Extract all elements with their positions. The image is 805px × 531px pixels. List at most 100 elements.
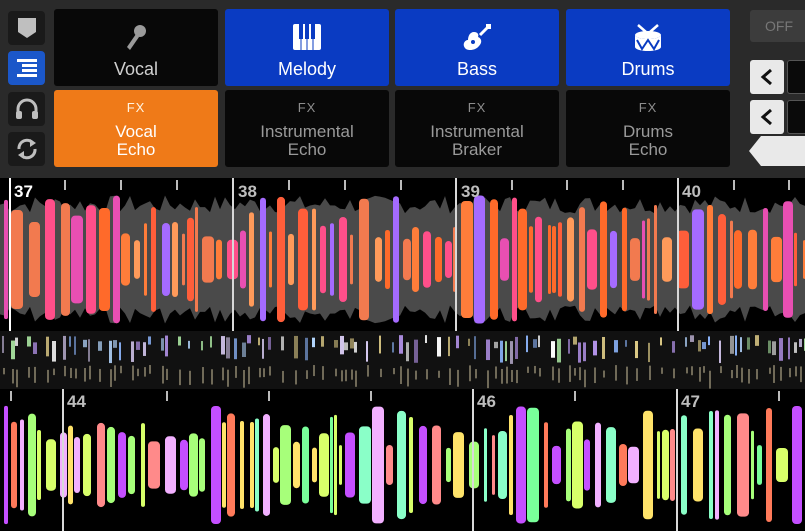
waveform-transient	[113, 195, 120, 324]
stem-drums-button[interactable]: Drums	[566, 9, 730, 86]
overview-marker	[33, 342, 37, 354]
waveform-transient	[121, 233, 130, 286]
waveform-transient	[587, 229, 597, 290]
overview-marker	[691, 366, 693, 376]
overview-marker	[34, 366, 36, 383]
chevron-left-icon	[760, 68, 772, 86]
waveform-transient	[118, 432, 126, 498]
stem-vocal-button[interactable]: Vocal	[54, 9, 218, 86]
waveform-transient	[718, 214, 726, 305]
overview-marker	[400, 366, 402, 384]
square-button-2[interactable]	[787, 100, 805, 134]
headphones-button[interactable]	[8, 92, 45, 126]
waveform-transient	[202, 236, 214, 283]
overview-marker	[779, 338, 783, 361]
overview-marker	[649, 365, 651, 381]
waveform-transient	[435, 236, 442, 283]
waveform-transient	[83, 433, 91, 497]
overview-marker	[226, 337, 230, 359]
square-button[interactable]	[787, 60, 805, 94]
fx-name-line1: Instrumental	[260, 122, 354, 141]
waveform-transient	[432, 425, 441, 505]
beat-number: 46	[477, 392, 496, 411]
overview-marker	[15, 337, 18, 346]
back-arrow-button-2[interactable]	[750, 100, 784, 134]
back-arrow-button[interactable]	[750, 60, 784, 94]
overview-marker	[720, 366, 722, 374]
beat-tick	[574, 391, 576, 401]
overview-marker	[109, 340, 112, 364]
waveform-transient	[4, 405, 8, 525]
list-view-button[interactable]	[8, 51, 45, 85]
overview-marker	[500, 340, 503, 363]
overview-marker	[243, 369, 245, 388]
overview-marker	[486, 339, 490, 361]
overview-marker	[227, 369, 229, 387]
waveform-transient	[622, 207, 627, 312]
fx-instrumental-echo-button[interactable]: FX Instrumental Echo	[225, 90, 389, 167]
overview-marker	[11, 340, 15, 360]
overview-marker	[708, 336, 710, 346]
stem-bass-button[interactable]: Bass	[395, 9, 559, 86]
overview-marker	[84, 368, 86, 382]
overview-marker	[210, 336, 212, 348]
waveform-transient	[643, 410, 653, 520]
right-controls: OFF	[745, 0, 805, 178]
overview-marker	[306, 370, 308, 379]
waveform-transient	[445, 240, 452, 279]
overview-marker	[533, 339, 537, 348]
overview-marker	[64, 365, 66, 377]
overview-marker	[259, 367, 261, 378]
waveform-transient	[709, 410, 713, 520]
overview-marker	[475, 369, 477, 379]
waveform-transient	[393, 196, 399, 323]
waveform-transient	[11, 210, 23, 309]
fx-vocal-echo-button[interactable]: FX Vocal Echo	[54, 90, 218, 167]
beat-tick	[622, 180, 624, 190]
waveform-transient	[412, 226, 419, 293]
waveform-transient	[498, 430, 507, 500]
beat-tick	[788, 180, 790, 190]
stem-melody-button[interactable]: Melody	[225, 9, 389, 86]
loop-button[interactable]	[8, 132, 45, 166]
overview-marker	[661, 367, 663, 374]
speech-bubble-button[interactable]	[8, 11, 45, 45]
waveform-transient	[600, 201, 607, 318]
waveform-transient	[763, 207, 768, 312]
fx-name-line2: Echo	[628, 140, 668, 159]
stem-label: Vocal	[113, 59, 159, 79]
arrow-tab-icon[interactable]	[749, 136, 805, 166]
overview-marker	[74, 336, 76, 355]
waveform-transient	[771, 236, 782, 283]
overview-marker	[247, 335, 251, 344]
overview-marker	[457, 369, 459, 387]
deck-bottom-waveform[interactable]: 44 46 47	[0, 389, 805, 531]
waveform-transient	[567, 217, 574, 302]
waveform-transient	[330, 416, 333, 514]
overview-marker	[425, 335, 427, 344]
track-overview-strip[interactable]	[0, 331, 805, 389]
waveform-transient	[509, 414, 513, 516]
fx-drums-echo-button[interactable]: FX Drums Echo	[566, 90, 730, 167]
waveform-transient	[288, 233, 294, 286]
overview-marker	[660, 337, 662, 346]
waveform-transient	[558, 222, 562, 297]
bar-line	[232, 178, 234, 331]
waveform-transient	[211, 405, 221, 525]
overview-marker	[202, 367, 204, 384]
waveform-transient	[610, 230, 617, 289]
off-button[interactable]: OFF	[750, 10, 805, 42]
deck-top-waveform[interactable]: 37 38 39 40	[0, 178, 805, 331]
beat-tick	[64, 180, 66, 190]
beat-tick	[370, 391, 372, 401]
overview-marker	[148, 336, 151, 345]
overview-marker	[574, 368, 576, 376]
overview-marker	[468, 338, 470, 346]
fx-instrumental-braker-button[interactable]: FX Instrumental Braker	[395, 90, 559, 167]
beat-tick	[511, 180, 513, 190]
overview-marker	[539, 368, 541, 377]
list-icon	[16, 59, 37, 77]
overview-marker	[626, 366, 628, 385]
waveform-transient	[792, 406, 802, 524]
waveform-transient	[68, 425, 73, 505]
